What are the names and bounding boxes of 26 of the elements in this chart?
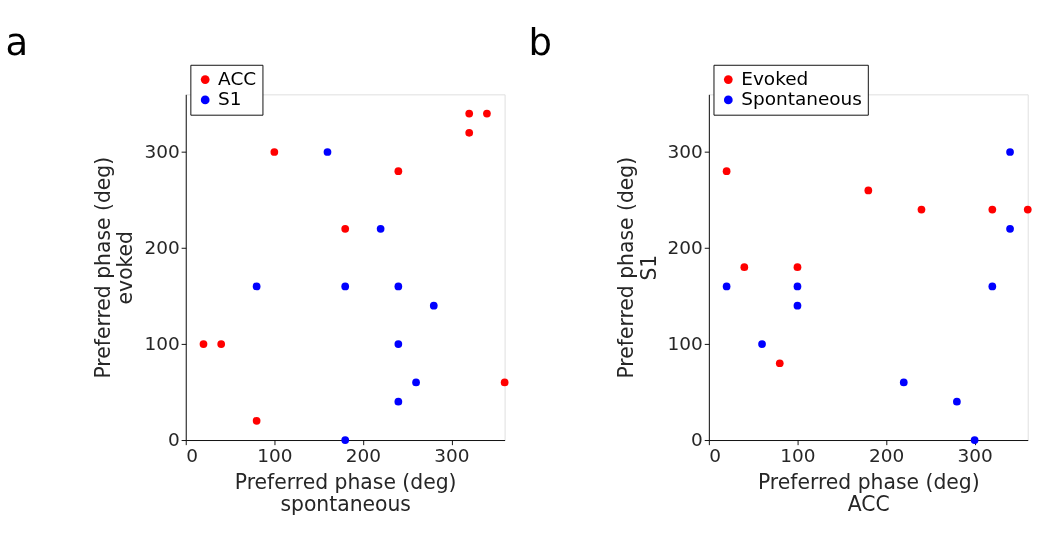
- legend-label: ACC: [218, 68, 257, 90]
- legend-label: Evoked: [741, 68, 809, 90]
- x-axis-title: Preferred phase (deg) spontaneous: [234, 469, 457, 516]
- chart-title: b: [528, 21, 552, 65]
- x-tick-label: 100: [257, 444, 293, 466]
- y-tick-label: 200: [144, 237, 180, 259]
- y-tick-label: 300: [144, 141, 180, 163]
- x-tick-label: 300: [434, 444, 470, 466]
- y-axis-title: Preferred phase (deg) evoked: [91, 156, 138, 379]
- y-tick-label: 100: [144, 333, 180, 355]
- x-tick-label: 200: [345, 444, 382, 466]
- y-tick-label: 100: [667, 333, 703, 355]
- x-tick-label: 0: [186, 444, 198, 466]
- y-tick-label: 0: [168, 429, 180, 451]
- x-tick-label: 200: [868, 444, 905, 466]
- legend-label: S1: [218, 88, 242, 110]
- y-axis-title: Preferred phase (deg) S1: [614, 156, 661, 379]
- x-tick-label: 100: [780, 444, 816, 466]
- x-tick-label: 0: [709, 444, 722, 466]
- y-tick-label: 200: [667, 237, 703, 259]
- y-tick-label: 0: [691, 429, 703, 451]
- x-axis-title: Preferred phase (deg) ACC: [757, 469, 980, 516]
- legend-label: Spontaneous: [741, 88, 862, 110]
- x-tick-label: 300: [957, 444, 993, 466]
- chart-title: a: [5, 21, 29, 65]
- y-tick-label: 300: [667, 141, 703, 163]
